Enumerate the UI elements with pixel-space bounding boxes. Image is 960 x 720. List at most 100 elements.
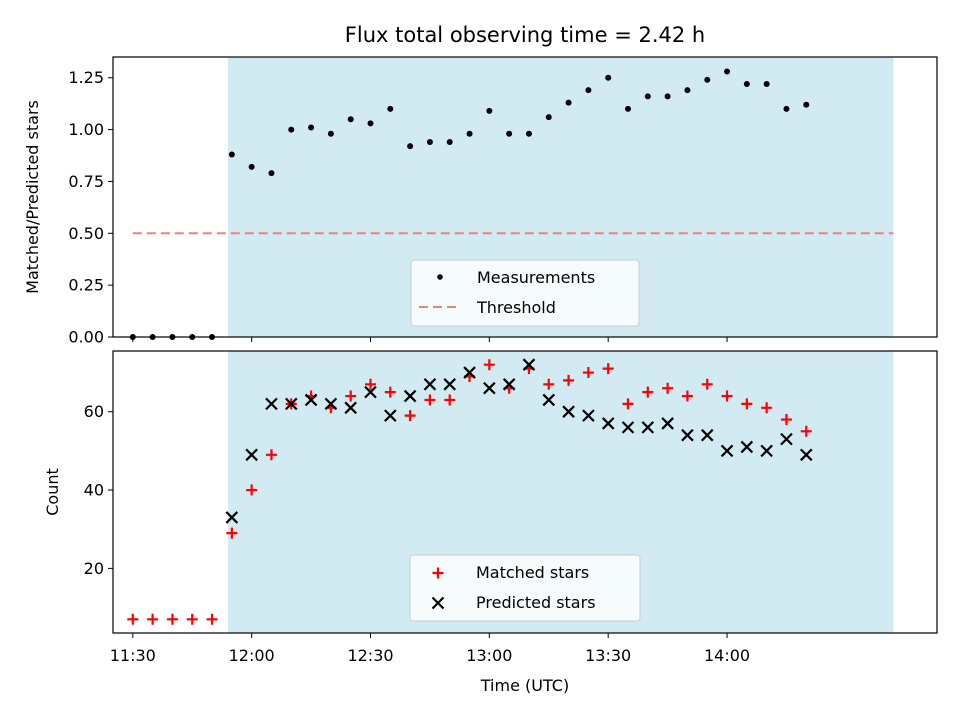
matched-star-point — [265, 449, 277, 461]
count-points — [127, 358, 813, 625]
matched-star-point — [642, 386, 654, 398]
top-legend: Measurements Threshold — [410, 259, 640, 327]
measurement-point — [783, 105, 790, 112]
matched-star-point — [127, 613, 139, 625]
predicted-star-point — [403, 389, 417, 403]
top-legend-box — [410, 259, 640, 327]
matched-star-point — [780, 414, 792, 426]
matched-legend-marker — [432, 567, 444, 579]
measurement-point — [248, 163, 255, 170]
measurement-point — [347, 116, 354, 123]
predicted-star-point — [780, 432, 793, 446]
matched-star-point — [602, 363, 614, 375]
top-panel: 0.00 0.25 0.50 0.75 1.00 1.25 Flux total obse… — [23, 23, 938, 347]
matched-star-point — [246, 484, 258, 496]
bottom-panel: 20 40 60 11:30 12:00 12:30 13:00 13:30 14:00 Ti… — [43, 350, 938, 695]
measurement-point — [288, 126, 295, 133]
bottom-axes-frame — [112, 350, 938, 634]
measurement-point — [506, 130, 513, 137]
top-y-tick-label: 0.75 — [68, 172, 104, 191]
matched-star-point — [662, 382, 674, 394]
matched-star-point — [444, 394, 456, 406]
measurement-point — [664, 93, 671, 100]
bottom-y-tick-label: 40 — [84, 481, 104, 500]
matched-star-point — [226, 527, 238, 539]
measurement-point — [763, 80, 770, 87]
matched-legend-plus — [432, 567, 444, 579]
bottom-y-tick-label: 60 — [84, 402, 104, 421]
measurement-point — [565, 99, 572, 106]
predicted-star-point — [384, 409, 397, 422]
measurement-point — [228, 151, 235, 158]
bottom-x-tick-label: 12:00 — [229, 646, 275, 665]
predicted-star-point — [700, 428, 714, 442]
predicted-star-point — [225, 511, 239, 524]
predicted-star-point — [502, 378, 516, 391]
measurement-point — [387, 105, 394, 112]
bottom-x-tick-label: 14:00 — [704, 646, 750, 665]
matched-star-point — [424, 394, 436, 406]
top-y-tick-label: 0.25 — [68, 276, 104, 295]
measurement-point — [605, 74, 612, 81]
x-axis-label: Time (UTC) — [480, 676, 569, 695]
measurements-legend-marker — [437, 274, 443, 280]
predicted-star-point — [423, 378, 437, 391]
bottom-x-tick-label: 13:00 — [466, 646, 512, 665]
measurement-point — [704, 76, 711, 83]
matched-star-point — [563, 374, 575, 386]
top-y-tick-label: 0.00 — [68, 328, 104, 347]
measurement-point — [545, 114, 552, 121]
measurement-point — [625, 105, 631, 112]
predicted-star-point — [720, 444, 734, 458]
predicted-star-point — [799, 448, 813, 462]
matched-star-point — [721, 390, 733, 402]
predicted-star-point — [641, 421, 655, 434]
matched-star-point — [384, 386, 396, 398]
bottom-y-axis-label: Count — [43, 468, 62, 516]
measurement-point — [644, 93, 651, 100]
matched-star-point — [483, 359, 495, 371]
predicted-star-point — [324, 397, 338, 411]
bottom-legend-box — [409, 554, 641, 622]
measurement-point — [486, 107, 493, 114]
matched-legend-label: Matched stars — [476, 563, 589, 582]
matched-star-point — [345, 390, 357, 402]
top-y-ticks: 0.00 0.25 0.50 0.75 1.00 1.25 — [68, 68, 113, 347]
measurement-point — [407, 143, 414, 150]
matched-star-point — [404, 410, 416, 422]
top-y-tick-label: 1.25 — [68, 68, 104, 87]
threshold-legend-label: Threshold — [476, 298, 556, 317]
measurement-point — [743, 80, 750, 87]
matched-star-point — [206, 613, 218, 625]
measurement-point — [308, 124, 315, 131]
bottom-x-tick-label: 13:30 — [585, 646, 631, 665]
bottom-x-tick-label: 11:30 — [110, 646, 156, 665]
measurement-point — [426, 139, 433, 146]
measurement-point — [585, 87, 592, 94]
measurement-points — [129, 68, 810, 340]
bottom-y-tick-label: 20 — [84, 559, 104, 578]
top-y-axis-label: Matched/Predicted stars — [23, 100, 42, 294]
predicted-legend-x — [431, 596, 445, 610]
top-chart-title: Flux total observing time = 2.42 h — [345, 23, 705, 47]
matched-star-point — [582, 367, 594, 379]
matched-star-point — [147, 613, 159, 625]
predicted-star-point — [522, 358, 536, 371]
measurement-point — [684, 87, 691, 94]
predicted-star-point — [621, 421, 635, 434]
measurements-legend-label: Measurements — [477, 268, 595, 287]
predicted-star-point — [364, 385, 377, 399]
matched-star-point — [741, 398, 753, 410]
measurement-point — [803, 101, 810, 108]
measurement-point — [327, 130, 334, 137]
bottom-x-tick-label: 12:30 — [347, 646, 393, 665]
predicted-star-point — [443, 378, 457, 391]
matched-star-point — [681, 390, 693, 402]
predicted-star-point — [265, 397, 278, 411]
matched-star-point — [186, 613, 198, 625]
measurement-point — [367, 120, 374, 127]
top-y-tick-label: 0.50 — [68, 224, 104, 243]
matched-star-point — [622, 398, 634, 410]
bottom-x-ticks: 11:30 12:00 12:30 13:00 13:30 14:00 — [110, 633, 750, 665]
